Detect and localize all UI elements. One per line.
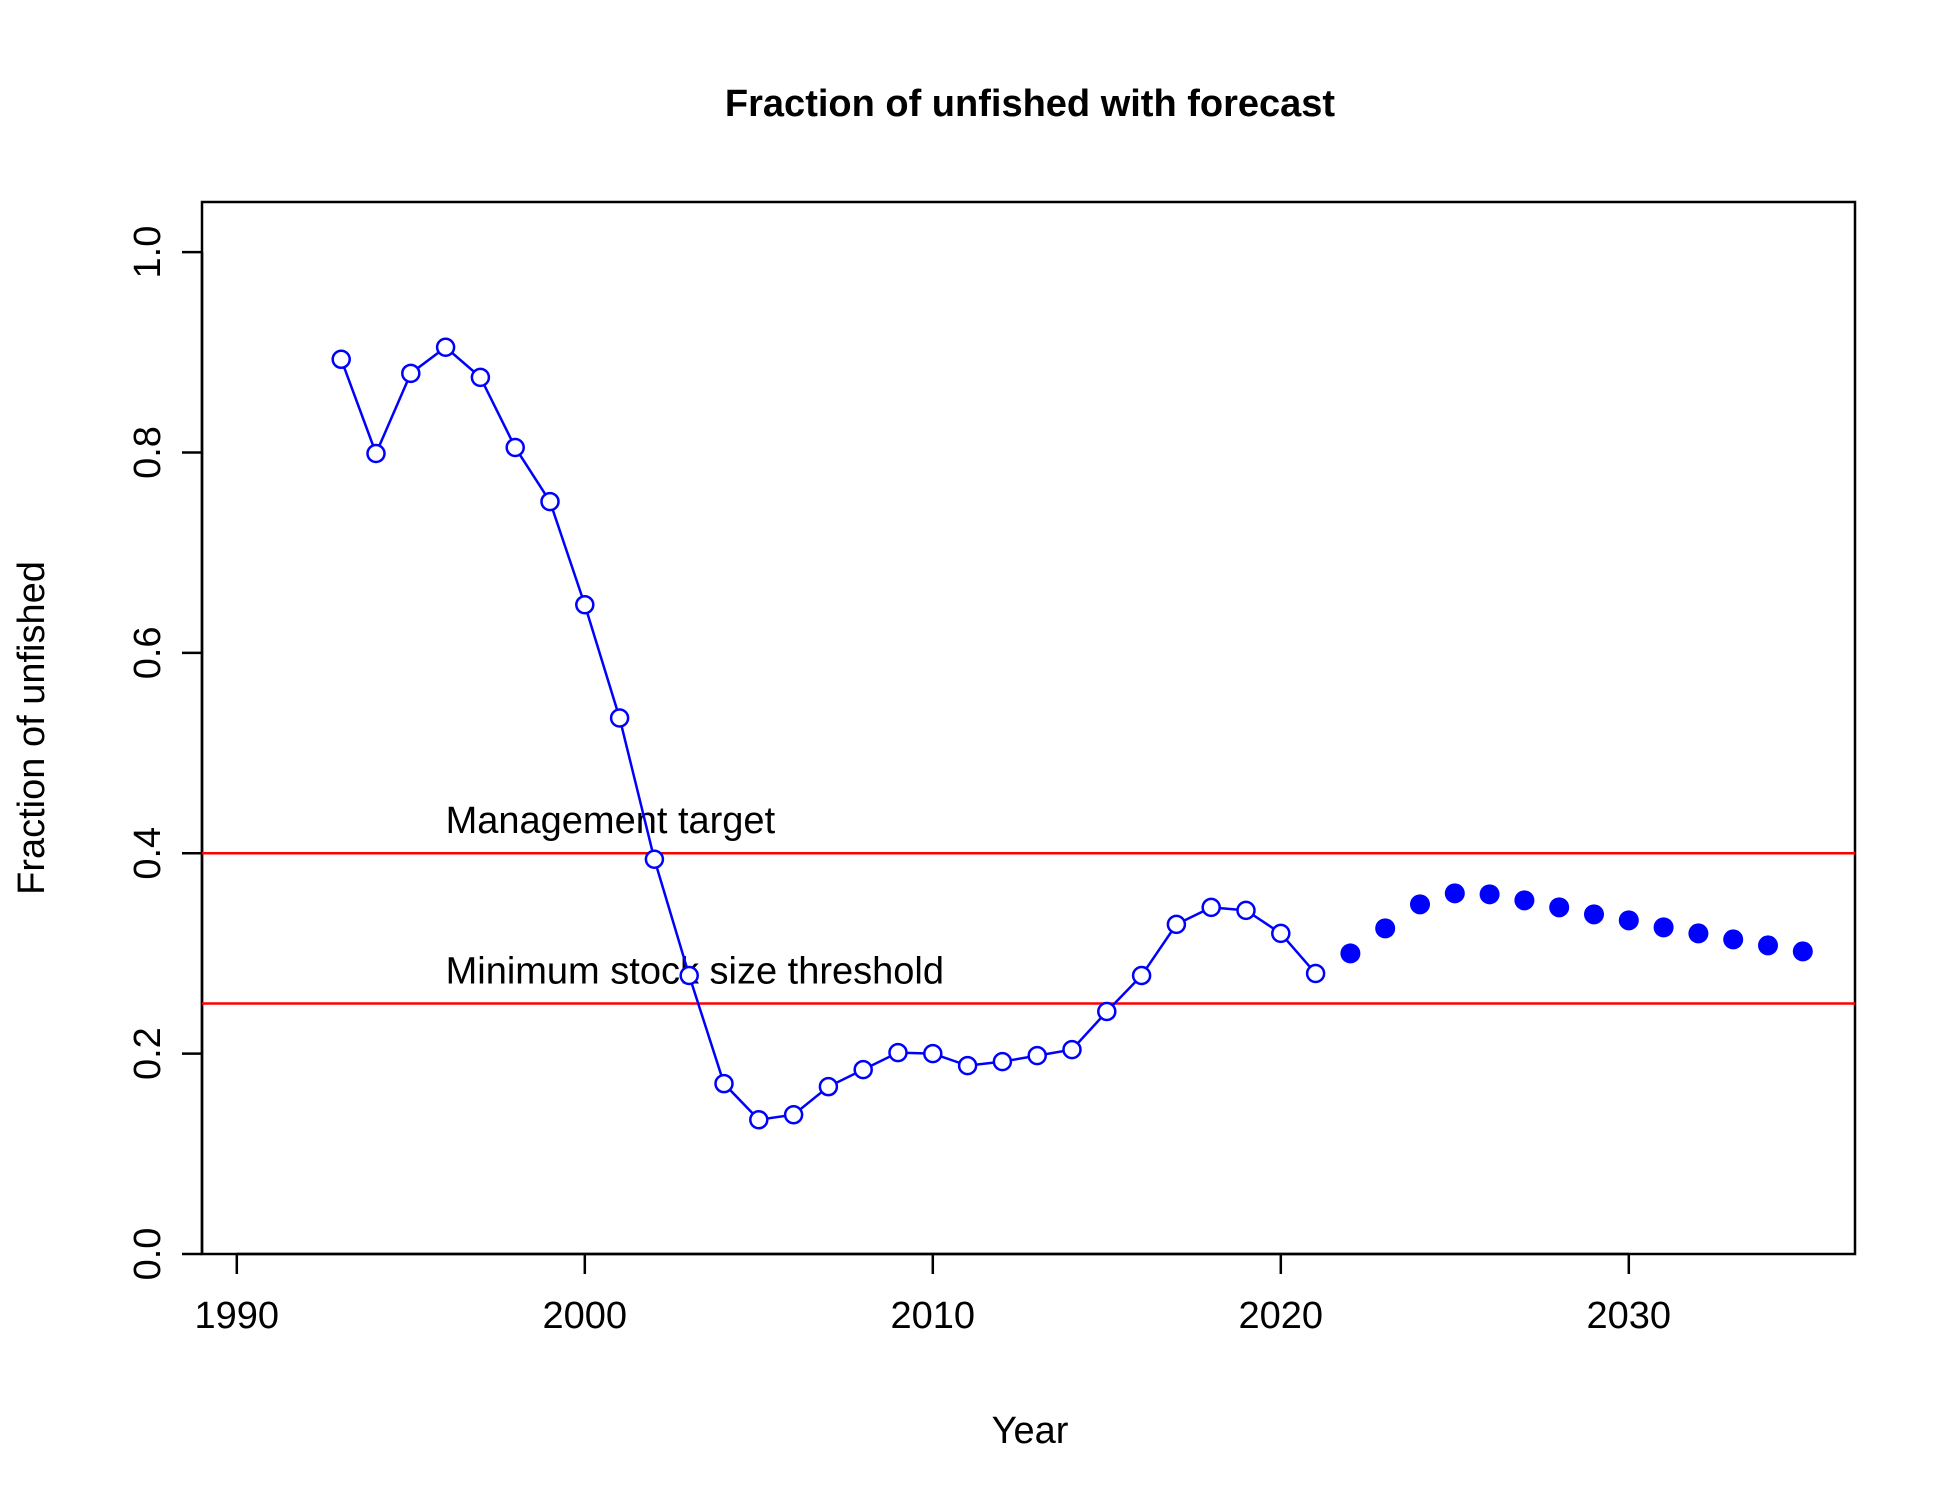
x-tick-label: 1990 [195, 1295, 280, 1337]
historical-data-point [575, 595, 595, 615]
forecast-data-point [1618, 910, 1639, 931]
forecast-data-point [1688, 923, 1709, 944]
plot-area: 1990 2000 2010 2020 2030 0.0 0.2 0.4 0.6 0.8 1.0 Ma… [127, 200, 1857, 1337]
y-tick-label: 0.4 [127, 827, 169, 880]
forecast-data-point [1549, 897, 1570, 918]
forecast-data-point [1514, 890, 1535, 911]
plot-frame [200, 200, 1857, 1256]
historical-data-point [366, 443, 386, 464]
forecast-data-point [1410, 894, 1430, 915]
historical-data-point [714, 1073, 734, 1094]
forecast-data-point [1653, 917, 1674, 938]
y-tick-label: 0.0 [127, 1228, 169, 1281]
x-tick-label: 2030 [1587, 1295, 1672, 1337]
historical-data-point [992, 1051, 1013, 1072]
y-tick-label: 0.8 [127, 426, 169, 479]
historical-data-point [540, 491, 560, 512]
forecast-data-point [1375, 918, 1396, 939]
historical-data-point [505, 437, 525, 458]
historical-data-point [1271, 923, 1291, 944]
historical-data-point [1131, 965, 1152, 986]
forecast-data-point [1479, 884, 1500, 905]
historical-data-point [1305, 963, 1326, 984]
y-tick-label: 0.6 [127, 626, 169, 679]
historical-data-point [1236, 900, 1256, 921]
historical-data-point [1166, 914, 1187, 935]
historical-data-point [331, 349, 351, 370]
forecast-data-point [1792, 941, 1813, 962]
historical-data-point [957, 1055, 978, 1076]
forecast-data-point [1340, 943, 1361, 964]
x-tick-label: 2010 [891, 1295, 976, 1337]
y-axis-label: Fraction of unfished [11, 561, 53, 895]
historical-data-point [609, 708, 630, 728]
forecast-data-point [1584, 904, 1604, 925]
historical-data-point [435, 337, 456, 358]
historical-data-point [1097, 1001, 1117, 1022]
historical-data-point [923, 1043, 943, 1064]
x-tick-label: 2020 [1239, 1295, 1324, 1337]
historical-data-point [749, 1109, 769, 1130]
historical-data-point [853, 1059, 873, 1080]
reference-line-label: Management target [446, 800, 776, 842]
historical-data-point [888, 1042, 908, 1063]
forecast-data-point [1758, 935, 1778, 956]
chart-title: Fraction of unfished with forecast [725, 83, 1335, 125]
historical-data-point [1027, 1045, 1047, 1066]
historical-data-point [1201, 897, 1221, 918]
forecast-data-point [1723, 929, 1744, 950]
historical-data-point [783, 1104, 804, 1125]
historical-data-point [470, 367, 491, 388]
historical-data-point [1062, 1039, 1082, 1060]
historical-data-point [818, 1076, 839, 1097]
historical-data-point [401, 363, 421, 384]
y-tick-label: 1.0 [127, 226, 169, 279]
historical-data-point [679, 965, 699, 986]
x-axis-label: Year [992, 1410, 1069, 1452]
y-tick-label: 0.2 [127, 1027, 169, 1080]
x-tick-label: 2000 [543, 1295, 628, 1337]
historical-data-point [644, 849, 665, 869]
forecast-data-point [1444, 883, 1465, 904]
